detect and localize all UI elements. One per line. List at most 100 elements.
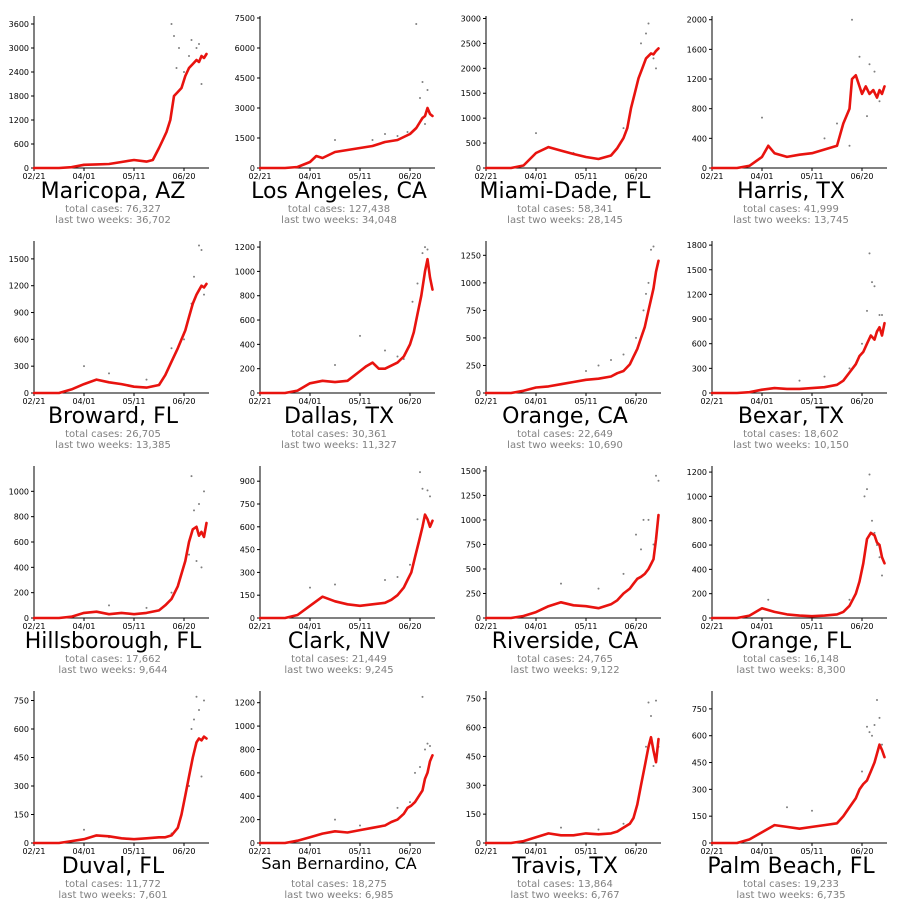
daily-count-point xyxy=(198,503,200,505)
y-tick-label: 1500 xyxy=(461,467,481,476)
x-tick-label: 06/20 xyxy=(624,172,647,181)
y-tick-label: 0 xyxy=(702,614,707,623)
x-tick-label: 04/01 xyxy=(524,847,547,856)
x-tick-label: 06/20 xyxy=(172,847,195,856)
y-tick-label: 750 xyxy=(466,540,481,549)
y-tick-label: 1250 xyxy=(461,251,481,260)
chart-panel: 0 300 600 900 1200 1500 1800 02/21 04/01 05/11 06/… xyxy=(678,227,904,452)
y-tick-label: 6000 xyxy=(235,44,255,53)
y-tick-label: 1200 xyxy=(9,116,29,125)
chart-title: Maricopa, AZ xyxy=(40,179,186,204)
chart-panel: 0 150 300 450 600 750 02/21 04/01 05/11 06/20 Trav… xyxy=(452,677,678,902)
daily-count-point xyxy=(871,281,873,284)
daily-count-point xyxy=(424,123,426,125)
daily-count-point xyxy=(426,89,429,91)
daily-count-point xyxy=(175,67,178,69)
chart-title: Harris, TX xyxy=(737,179,845,204)
x-tick-label: 06/20 xyxy=(850,622,873,631)
chart-title: Hillsborough, FL xyxy=(24,629,202,654)
daily-count-point xyxy=(359,334,361,337)
chart-svg: 0 200 400 600 800 1000 1200 02/21 04/01 05/11 06/2… xyxy=(235,241,435,406)
y-tick-label: 900 xyxy=(692,315,707,324)
total-cases-label: total cases: 18,275 xyxy=(291,879,387,890)
average-line xyxy=(32,52,208,170)
daily-count-point xyxy=(866,725,868,728)
daily-count-point xyxy=(411,300,414,303)
daily-count-point xyxy=(786,806,788,809)
daily-count-point xyxy=(384,579,386,581)
y-tick-label: 1250 xyxy=(461,491,481,500)
y-tick-label: 400 xyxy=(240,340,255,349)
daily-count-point xyxy=(798,379,801,382)
average-line xyxy=(258,513,434,620)
daily-count-point xyxy=(426,742,429,745)
x-tick-label: 05/11 xyxy=(574,397,597,406)
daily-count-point xyxy=(188,55,190,57)
daily-count-point xyxy=(823,137,826,140)
daily-count-point xyxy=(861,770,863,773)
daily-count-point xyxy=(396,355,399,358)
daily-count-point xyxy=(622,353,625,356)
daily-count-point xyxy=(657,479,660,482)
daily-count-point xyxy=(371,139,374,141)
daily-count-point xyxy=(170,23,173,25)
chart-svg: 0 300 600 900 1200 1500 02/21 04/01 05/11 06/20 xyxy=(9,241,209,406)
daily-count-point xyxy=(200,83,203,85)
y-tick-label: 1200 xyxy=(687,290,707,299)
daily-count-point xyxy=(83,365,85,368)
daily-count-point xyxy=(190,475,193,478)
chart-svg: 0 150 300 450 600 750 02/21 04/01 05/11 06/20 xyxy=(692,691,887,856)
y-tick-label: 7500 xyxy=(235,14,255,23)
daily-count-point xyxy=(421,695,424,698)
daily-count-point xyxy=(424,748,426,751)
y-tick-label: 300 xyxy=(692,364,707,373)
y-tick-label: 500 xyxy=(466,139,481,148)
daily-count-point xyxy=(203,699,205,702)
y-tick-label: 250 xyxy=(466,589,481,598)
x-tick-label: 02/21 xyxy=(248,847,271,856)
daily-count-point xyxy=(200,775,203,778)
daily-count-point xyxy=(868,63,871,66)
daily-count-point xyxy=(836,122,838,125)
x-tick-label: 02/21 xyxy=(22,397,45,406)
chart-svg: 0 200 400 600 800 1000 02/21 04/01 05/11 06/20 xyxy=(9,466,209,631)
x-tick-label: 04/01 xyxy=(750,172,773,181)
last-two-weeks-label: last two weeks: 6,767 xyxy=(510,890,620,901)
daily-count-point xyxy=(178,47,180,49)
y-tick-label: 600 xyxy=(14,140,29,149)
daily-count-point xyxy=(419,97,421,99)
x-tick-label: 05/11 xyxy=(348,172,371,181)
x-tick-label: 02/21 xyxy=(248,172,271,181)
total-cases-label: total cases: 11,772 xyxy=(65,879,161,890)
y-tick-label: 1200 xyxy=(235,699,255,708)
y-tick-label: 750 xyxy=(466,695,481,704)
y-tick-label: 600 xyxy=(14,725,29,734)
daily-count-point xyxy=(203,490,205,493)
y-tick-label: 150 xyxy=(14,811,29,820)
chart-panel: 0 200 400 600 800 1000 1200 02/21 04/01 05/11 06/2… xyxy=(226,227,452,452)
y-tick-label: 1000 xyxy=(235,722,255,731)
total-cases-label: total cases: 17,662 xyxy=(65,654,161,665)
daily-count-point xyxy=(424,246,426,249)
daily-count-point xyxy=(610,358,612,361)
total-cases-label: total cases: 127,438 xyxy=(287,204,391,215)
average-line xyxy=(484,513,660,620)
y-tick-label: 0 xyxy=(476,164,481,173)
x-tick-label: 04/01 xyxy=(72,172,95,181)
y-tick-label: 2000 xyxy=(687,16,707,25)
daily-count-point xyxy=(384,133,386,135)
last-two-weeks-label: last two weeks: 9,122 xyxy=(510,665,620,676)
daily-count-point xyxy=(409,801,411,804)
y-tick-label: 1000 xyxy=(461,516,481,525)
chart-title: Duval, FL xyxy=(61,854,165,879)
chart-title: Clark, NV xyxy=(287,629,391,654)
chart-title: Riverside, CA xyxy=(491,629,639,654)
x-tick-label: 05/11 xyxy=(800,172,823,181)
chart-panel: 0 400 800 1200 1600 2000 02/21 04/01 05/11 06/20 H… xyxy=(678,2,904,227)
daily-count-point xyxy=(871,734,873,737)
chart-panel: 0 200 400 600 800 1000 1200 02/21 04/01 05/11 06/2… xyxy=(226,677,452,902)
last-two-weeks-label: last two weeks: 8,300 xyxy=(736,665,846,676)
x-tick-label: 02/21 xyxy=(248,622,271,631)
y-tick-label: 250 xyxy=(466,361,481,370)
